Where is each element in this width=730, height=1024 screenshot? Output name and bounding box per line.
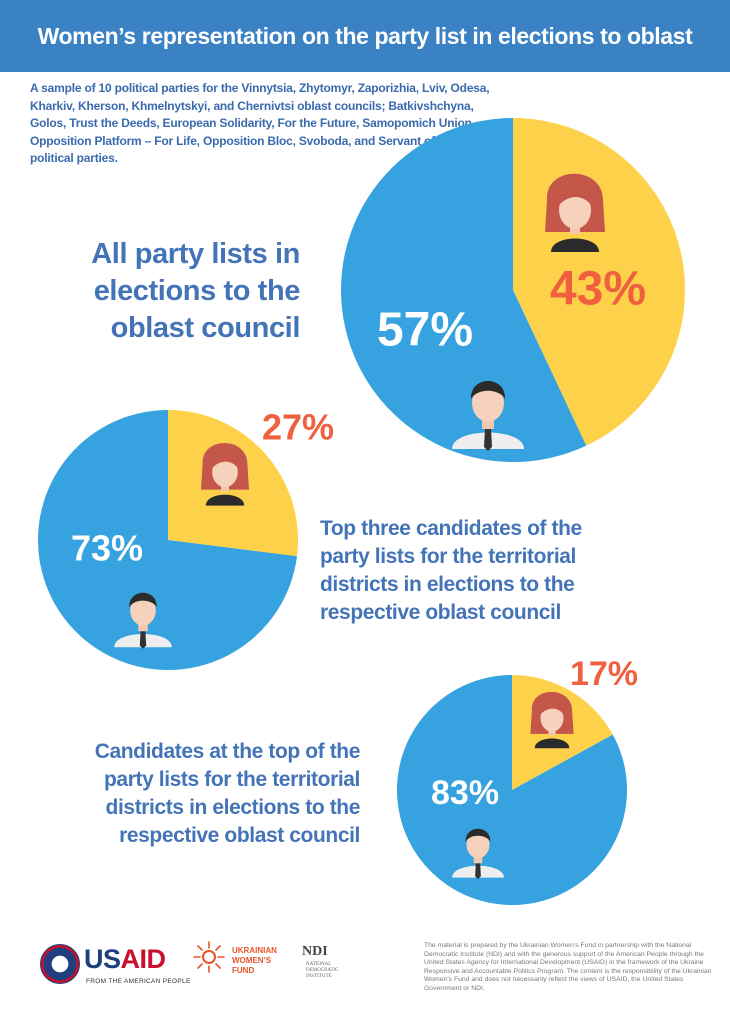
man-tie (475, 863, 481, 880)
uwf-line1: UKRAINIAN (232, 946, 277, 955)
pie-3-men-label: 83% (431, 774, 499, 812)
chart2-caption: Top three candidates of the party lists … (320, 517, 582, 624)
footer-logos: USAID FROM THE AMERICAN PEOPLE UKRAINIAN… (40, 938, 380, 998)
pie-1-women-label: 43% (550, 263, 646, 316)
header-bar (0, 0, 730, 72)
man-face (130, 595, 156, 626)
usaid-logo-aid: AID (120, 944, 167, 974)
page-title: Women’s representation on the party list… (37, 23, 693, 121)
pie-chart-2: 27% 73% (38, 407, 334, 670)
pie-1-slice-men (341, 118, 587, 462)
man-hair (129, 592, 157, 608)
woman-body (534, 738, 570, 749)
man-face (472, 384, 504, 422)
man-icon (452, 828, 504, 880)
woman-icon (201, 443, 249, 506)
usaid-logo-us: US (84, 944, 121, 974)
pie-1-men-label: 57% (377, 304, 473, 357)
woman-face (540, 704, 564, 732)
woman-face (559, 191, 591, 229)
pie-2-slice-men (38, 410, 297, 670)
man-tie (139, 631, 147, 649)
woman-icon (530, 691, 574, 749)
man-hair (470, 381, 506, 399)
woman-fringe (211, 455, 239, 469)
woman-icon (545, 173, 605, 252)
uwf-line3: FUND (232, 966, 255, 975)
woman-body (205, 494, 245, 506)
man-icon (114, 592, 172, 649)
woman-body (551, 238, 599, 252)
pie-chart-3: 17% 83% (397, 655, 638, 906)
woman-fringe (539, 703, 565, 716)
man-hair (465, 828, 491, 842)
sample-description: A sample of 10 political parties for the… (30, 81, 497, 166)
uwf-sun-icon (193, 941, 225, 973)
pie-chart-1: 43% 57% (341, 118, 685, 462)
pie-2-women-label: 27% (262, 407, 334, 448)
usaid-logo: USAID (84, 944, 166, 975)
usaid-seal-icon (40, 944, 80, 984)
ndi-logo: NDI (302, 944, 328, 959)
woman-neck (548, 728, 556, 736)
man-tie (484, 429, 492, 451)
pie-2-men-label: 73% (71, 528, 143, 569)
man-neck (138, 621, 148, 632)
disclaimer-text: The material is prepared by the Ukrainia… (424, 942, 712, 992)
woman-fringe (558, 189, 592, 206)
chart1-caption: All party lists in elections to the obla… (91, 238, 300, 344)
usaid-tagline: FROM THE AMERICAN PEOPLE (86, 978, 191, 985)
woman-face (212, 456, 238, 488)
man-neck (473, 854, 483, 864)
uwf-logo-text: UKRAINIAN WOMEN’S FUND (232, 946, 277, 976)
uwf-line2: WOMEN’S (232, 956, 272, 965)
woman-neck (221, 483, 229, 492)
pie-3-women-label: 17% (570, 655, 638, 693)
man-icon (452, 381, 524, 451)
chart3-caption: Candidates at the top of the party lists… (94, 740, 361, 847)
man-face (466, 830, 490, 859)
pie-3-slice-men (397, 675, 627, 906)
ndi-subtitle: NATIONAL DEMOCRATIC INSTITUTE (306, 962, 339, 979)
